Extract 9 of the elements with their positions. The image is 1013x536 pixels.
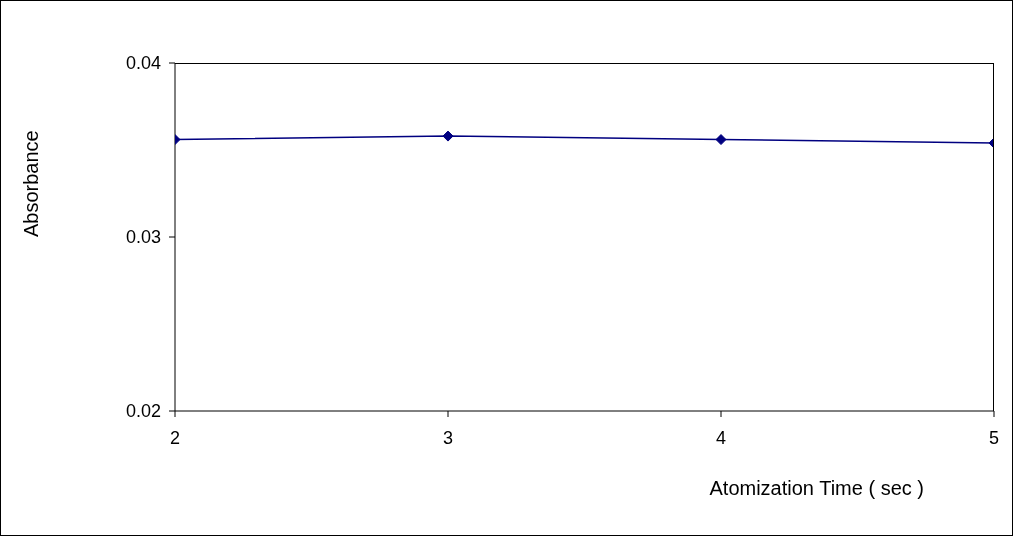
y-axis-title: Absorbance: [20, 130, 43, 237]
y-tick-label: 0.04: [125, 53, 161, 74]
x-tick-label: 4: [715, 427, 727, 448]
x-axis-title: Atomization Time ( sec ): [709, 477, 924, 499]
y-tick-label: 0.02: [125, 401, 161, 422]
x-tick-label: 3: [442, 427, 454, 448]
x-tick-label: 5: [988, 427, 1000, 448]
x-tick-label: 2: [169, 427, 181, 448]
y-tick-label: 0.03: [125, 227, 161, 248]
